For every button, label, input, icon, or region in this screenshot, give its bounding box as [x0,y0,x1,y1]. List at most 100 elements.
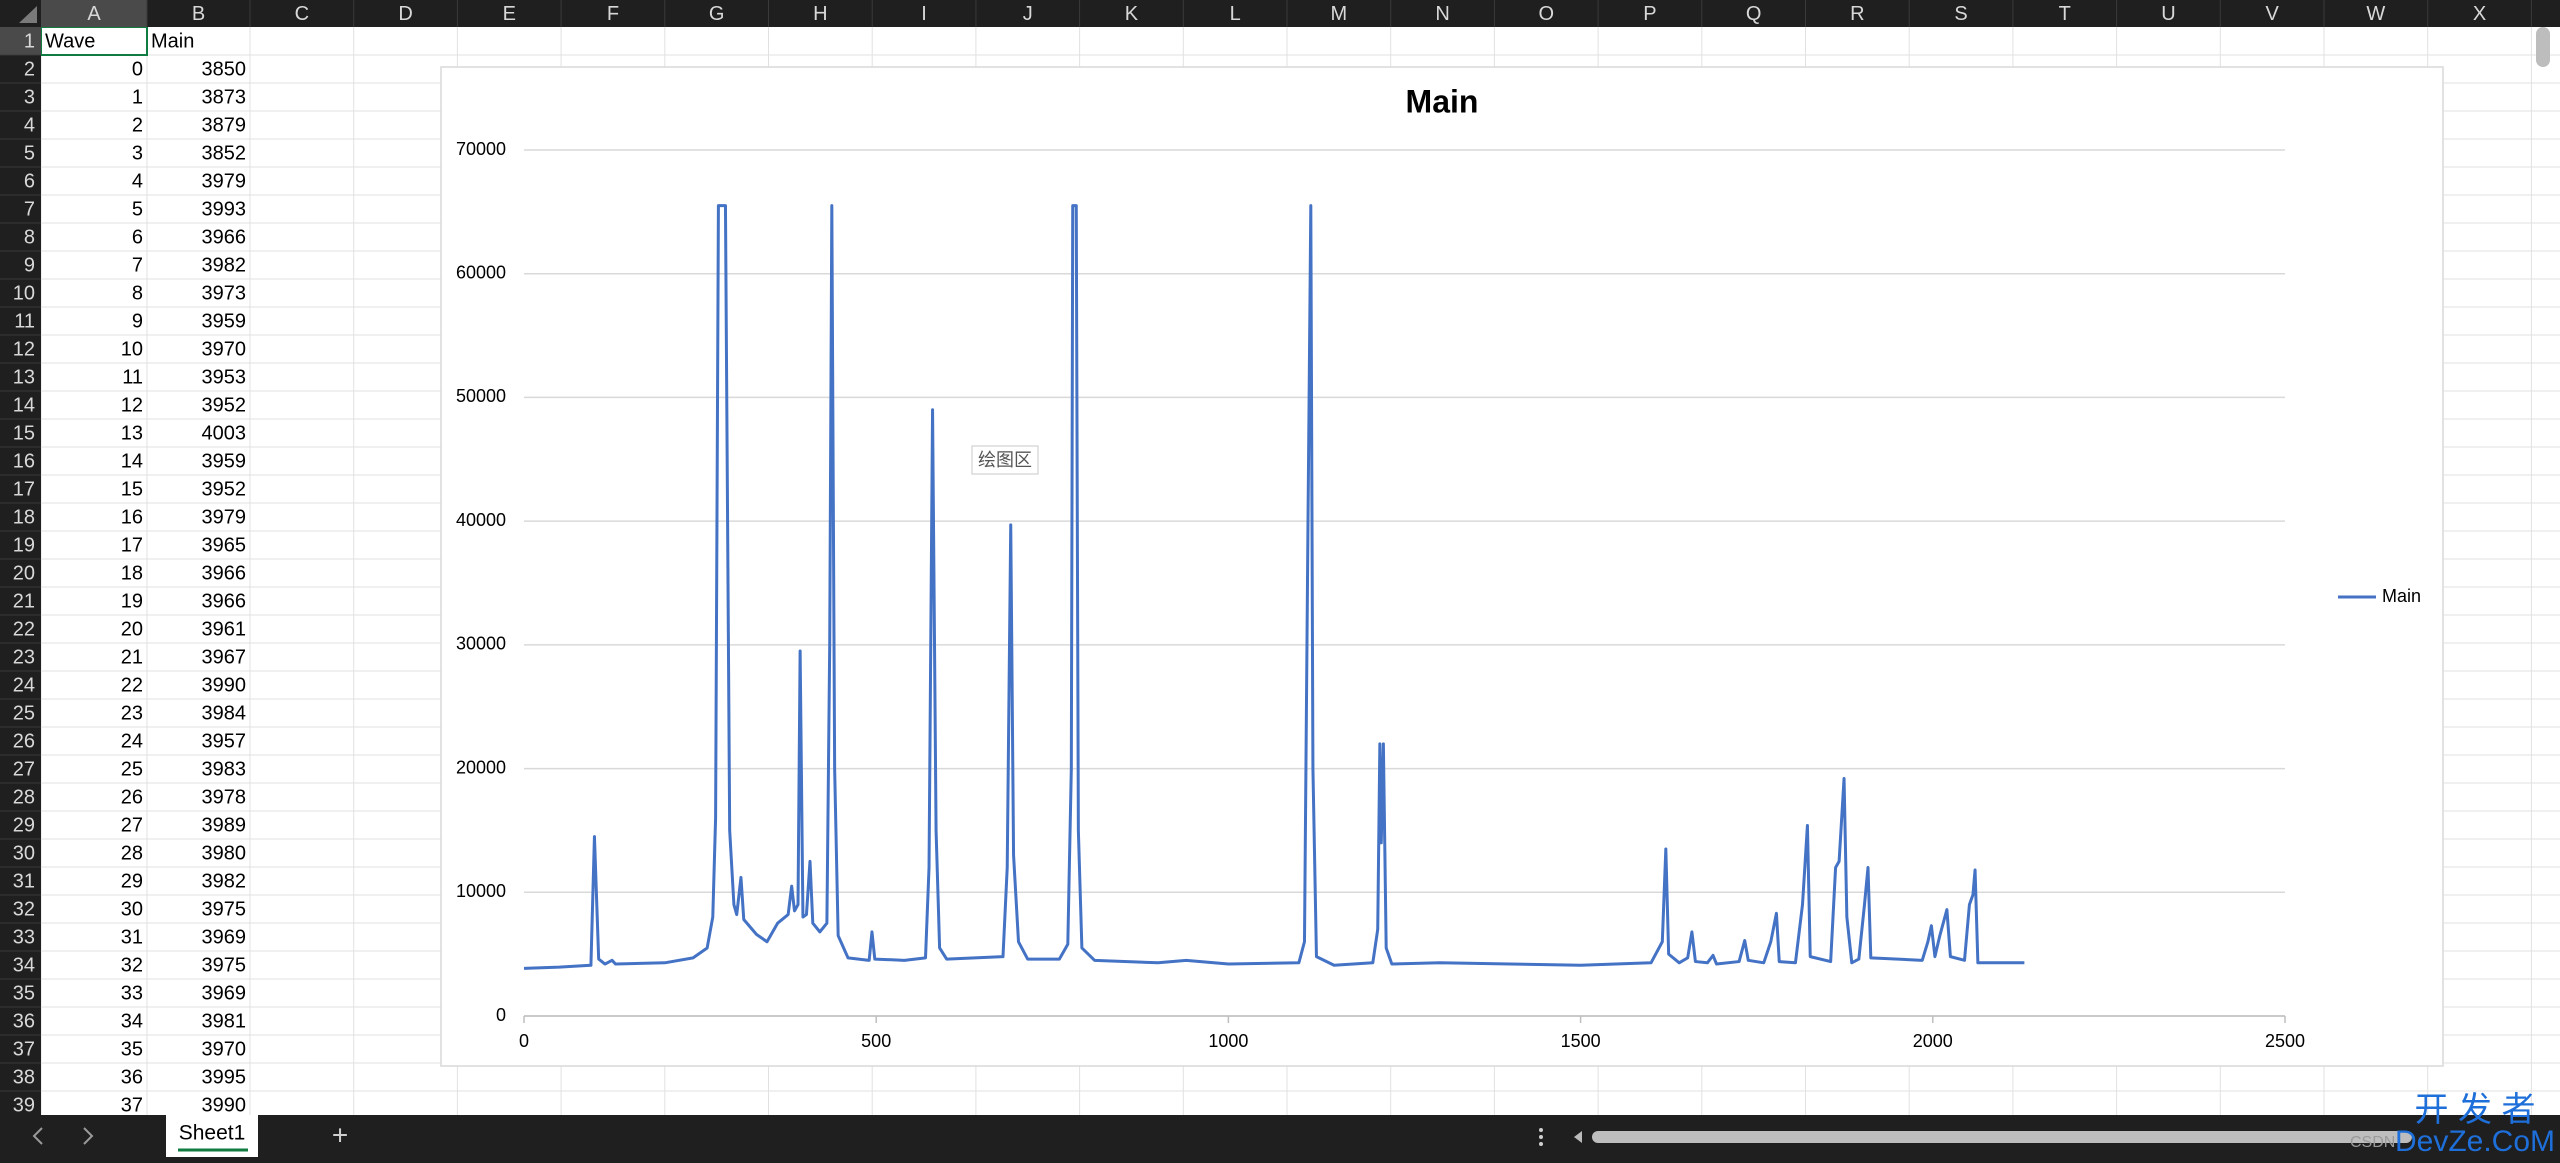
horizontal-scroll-thumb[interactable] [1592,1131,2412,1143]
row-header[interactable]: 35 [13,982,35,1004]
column-header[interactable]: E [503,3,516,25]
vertical-scroll-thumb[interactable] [2536,27,2550,67]
row-header[interactable]: 1 [24,30,35,52]
column-header[interactable]: N [1435,3,1449,25]
next-sheet-button[interactable] [83,1127,94,1145]
data-cell[interactable]: 26 [121,786,143,808]
data-cell[interactable]: 3967 [202,646,247,668]
row-header[interactable]: 21 [13,590,35,612]
data-cell[interactable]: 12 [121,394,143,416]
column-header[interactable]: K [1125,3,1139,25]
row-header[interactable]: 29 [13,814,35,836]
data-cell[interactable]: 6 [132,226,143,248]
row-header[interactable]: 13 [13,366,35,388]
data-cell[interactable]: 25 [121,758,143,780]
data-cell[interactable]: 1 [132,86,143,108]
data-cell[interactable]: 3970 [202,1038,247,1060]
data-cell[interactable]: 32 [121,954,143,976]
data-cell[interactable]: 3973 [202,282,247,304]
row-header[interactable]: 11 [14,310,35,332]
data-cell[interactable]: 28 [121,842,143,864]
row-header[interactable]: 2 [24,58,35,80]
data-cell[interactable]: 3989 [202,814,247,836]
column-header[interactable]: S [1954,3,1967,25]
row-header[interactable]: 23 [13,646,35,668]
data-cell[interactable]: 3966 [202,226,247,248]
column-header[interactable]: C [295,3,309,25]
data-cell[interactable]: 3981 [202,1010,247,1032]
data-cell[interactable]: 8 [132,282,143,304]
row-header[interactable]: 22 [13,618,35,640]
data-cell[interactable]: 31 [121,926,143,948]
row-header[interactable]: 28 [13,786,35,808]
row-header[interactable]: 7 [24,198,35,220]
data-cell[interactable]: 27 [121,814,143,836]
column-header[interactable]: B [192,3,205,25]
data-cell[interactable]: 3959 [202,450,247,472]
data-cell[interactable]: 3982 [202,254,247,276]
data-cell[interactable]: 4003 [202,422,247,444]
data-cell[interactable]: 33 [121,982,143,1004]
column-header[interactable]: F [607,3,619,25]
data-cell[interactable]: 21 [121,646,143,668]
column-header[interactable]: W [2366,3,2385,25]
data-cell[interactable]: 3953 [202,366,247,388]
row-header[interactable]: 18 [13,506,35,528]
data-cell[interactable]: 3850 [202,58,247,80]
column-header[interactable]: O [1538,3,1554,25]
row-header[interactable]: 17 [13,478,35,500]
row-header[interactable]: 12 [13,338,35,360]
data-cell[interactable]: 3957 [202,730,247,752]
data-cell[interactable]: 3993 [202,198,247,220]
data-cell[interactable]: 11 [122,366,143,388]
more-dot[interactable] [1539,1135,1543,1139]
row-header[interactable]: 15 [13,422,35,444]
column-header[interactable]: M [1331,3,1348,25]
data-cell[interactable]: 3984 [202,702,247,724]
column-header[interactable]: V [2265,3,2279,25]
data-cell[interactable]: 10 [121,338,143,360]
data-cell[interactable]: 9 [132,310,143,332]
chart-area[interactable] [440,66,2444,1067]
data-cell[interactable]: 3961 [202,618,247,640]
data-cell[interactable]: 34 [121,1010,143,1032]
row-header[interactable]: 30 [13,842,35,864]
data-cell[interactable]: 3959 [202,310,247,332]
more-dot[interactable] [1539,1142,1543,1146]
row-header[interactable]: 27 [13,758,35,780]
more-dot[interactable] [1539,1128,1543,1132]
column-header[interactable]: R [1850,3,1864,25]
data-cell[interactable]: 3966 [202,590,247,612]
data-cell[interactable]: 15 [121,478,143,500]
data-cell[interactable]: 4 [132,170,143,192]
column-header[interactable]: G [709,3,725,25]
column-header[interactable]: Q [1746,3,1762,25]
row-header[interactable]: 33 [13,926,35,948]
column-header[interactable]: J [1023,3,1033,25]
data-cell[interactable]: 35 [121,1038,143,1060]
data-cell[interactable]: 3873 [202,86,247,108]
data-cell[interactable]: 3 [132,142,143,164]
row-header[interactable]: 6 [24,170,35,192]
data-cell[interactable]: 3975 [202,954,247,976]
column-header[interactable]: U [2161,3,2175,25]
data-cell[interactable]: 2 [132,114,143,136]
header-cell[interactable]: Wave [45,30,95,52]
row-header[interactable]: 10 [13,282,35,304]
data-cell[interactable]: 3969 [202,982,247,1004]
data-cell[interactable]: 3975 [202,898,247,920]
row-header[interactable]: 37 [13,1038,35,1060]
row-header[interactable]: 36 [13,1010,35,1032]
data-cell[interactable]: 3982 [202,870,247,892]
data-cell[interactable]: 14 [121,450,143,472]
data-cell[interactable]: 29 [121,870,143,892]
data-cell[interactable]: 3969 [202,926,247,948]
row-header[interactable]: 39 [13,1094,35,1116]
data-cell[interactable]: 7 [132,254,143,276]
data-cell[interactable]: 16 [121,506,143,528]
row-header[interactable]: 9 [24,254,35,276]
row-header[interactable]: 14 [13,394,35,416]
column-header[interactable]: P [1643,3,1656,25]
data-cell[interactable]: 20 [121,618,143,640]
data-cell[interactable]: 24 [121,730,143,752]
